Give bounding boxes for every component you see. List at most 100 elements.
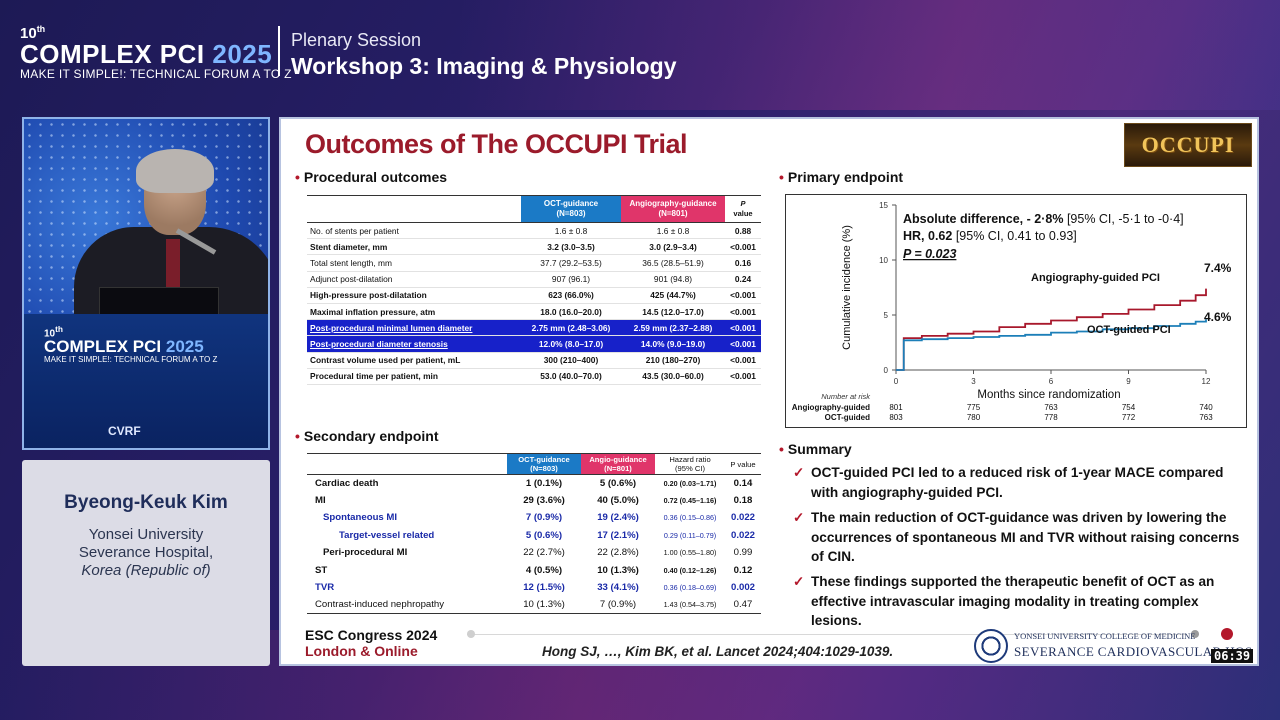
secondary-cell-ang: 7 (0.9%) xyxy=(581,596,655,615)
secondary-cell-hr: 0.20 (0.03–1.71) xyxy=(663,478,717,488)
slide-title: Outcomes of The OCCUPI Trial xyxy=(305,129,688,159)
procedural-cell-label: Procedural time per patient, min xyxy=(307,368,521,385)
secondary-cell-label: MI xyxy=(315,495,326,507)
yonsei-seal-icon xyxy=(974,629,1008,663)
y-axis-label: Cumulative incidence (%) xyxy=(841,225,853,350)
secondary-row: Spontaneous MI 7 (0.9%) 19 (2.4%) 0.36 (0.1… xyxy=(307,509,761,526)
secondary-cell-label: Target-vessel related xyxy=(339,529,435,541)
congress-info: ESC Congress 2024 London & Online xyxy=(305,627,438,659)
procedural-heading: • Procedural outcomes xyxy=(295,169,448,185)
col-angio: Angiography-guidance (N=801) xyxy=(621,195,725,223)
summary-item: ✓ The main reduction of OCT-guidance was … xyxy=(793,510,1240,565)
x-tick-label: 3 xyxy=(971,377,976,386)
secondary-cell-ang: 19 (2.4%) xyxy=(597,512,639,524)
procedural-cell-oct: 53.0 (40.0–70.0) xyxy=(521,368,621,385)
procedural-cell-oct: 3.2 (3.0–3.5) xyxy=(521,238,621,256)
hr-text: HR, 0.62 [95% CI, 0.41 to 0.93] xyxy=(903,229,1077,243)
y-tick-label: 15 xyxy=(879,201,888,210)
podium xyxy=(24,314,268,448)
procedural-cell-oct: 37.7 (29.2–53.5) xyxy=(521,254,621,272)
secondary-cell-oct: 7 (0.9%) xyxy=(525,512,563,524)
secondary-cell-label: Peri-procedural MI xyxy=(323,547,408,559)
abs-diff-text: Absolute difference, - 2·8% [95% CI, -5·… xyxy=(903,212,1184,226)
procedural-cell-p: <0.001 xyxy=(725,335,761,353)
session-title: Workshop 3: Imaging & Physiology xyxy=(291,53,677,79)
procedural-row: Contrast volume used per patient, mL 300 … xyxy=(307,352,761,369)
procedural-cell-label: Post-procedural diameter stenosis xyxy=(307,335,521,353)
procedural-cell-ang: 14.0% (9.0–19.0) xyxy=(621,335,725,353)
procedural-cell-label: Contrast volume used per patient, mL xyxy=(307,352,521,369)
footer-dot-mid xyxy=(1191,630,1199,638)
secondary-cell-ang: 17 (2.1%) xyxy=(597,529,639,541)
risk-value: 775 xyxy=(967,403,981,412)
secondary-cell-hr: 0.36 (0.18–0.69) xyxy=(663,583,717,593)
secondary-cell-p: 0.47 xyxy=(725,596,761,615)
background-ribbon xyxy=(460,0,1280,110)
secondary-row: MI 29 (3.6%) 40 (5.0%) 0.72 (0.45–1.16) 0.18 xyxy=(307,492,761,509)
speaker-affiliation-1: Yonsei University xyxy=(88,526,204,543)
secondary-cell-hr: 1.00 (0.55–1.80) xyxy=(663,548,717,558)
citation: Hong SJ, …, Kim BK, et al. Lancet 2024;4… xyxy=(542,644,894,659)
secondary-cell-p: 0.002 xyxy=(730,582,755,594)
procedural-row: Stent diameter, mm 3.2 (3.0–3.5) 3.0 (2.9–… xyxy=(307,238,761,256)
x-tick-label: 6 xyxy=(1049,377,1054,386)
procedural-cell-oct: 1.6 ± 0.8 xyxy=(521,222,621,240)
col-hazard: Hazard ratio (95% CI) xyxy=(655,453,725,475)
km-chart: Absolute difference, - 2·8% [95% CI, -5·… xyxy=(785,194,1247,428)
procedural-cell-label: No. of stents per patient xyxy=(307,222,521,240)
primary-heading: • Primary endpoint xyxy=(779,169,904,185)
risk-value: 763 xyxy=(1199,413,1213,422)
procedural-cell-ang: 1.6 ± 0.8 xyxy=(621,222,725,240)
speaker-card: Byeong-Keuk Kim Yonsei University Severa… xyxy=(22,460,270,666)
checkmark-icon: ✓ xyxy=(793,465,805,480)
risk-value: 778 xyxy=(1044,413,1058,422)
y-tick-label: 5 xyxy=(884,311,889,320)
oct-end-value: 4.6% xyxy=(1204,310,1232,324)
secondary-cell-p: 0.022 xyxy=(730,529,755,541)
procedural-cell-oct: 623 (66.0%) xyxy=(521,287,621,304)
procedural-cell-p: 0.88 xyxy=(725,222,761,240)
secondary-cell-p: 0.022 xyxy=(730,512,755,524)
x-tick-label: 9 xyxy=(1126,377,1131,386)
secondary-cell-oct: 12 (1.5%) xyxy=(523,582,565,594)
procedural-cell-p: <0.001 xyxy=(725,238,761,256)
secondary-cell-label: Contrast-induced nephropathy xyxy=(307,596,507,615)
x-tick-label: 0 xyxy=(894,377,899,386)
risk-heading: Number at risk xyxy=(821,392,871,401)
procedural-row: High-pressure post-dilatation 623 (66.0%)… xyxy=(307,287,761,304)
y-tick-label: 10 xyxy=(879,256,888,265)
presentation-slide: Outcomes of The OCCUPI Trial OCCUPI • Pro… xyxy=(279,117,1259,666)
checkmark-icon: ✓ xyxy=(793,510,805,525)
procedural-cell-ang: 901 (94.8) xyxy=(621,271,725,288)
procedural-cell-label: High-pressure post-dilatation xyxy=(307,287,521,304)
secondary-row: Peri-procedural MI 22 (2.7%) 22 (2.8%) 1.00… xyxy=(307,544,761,561)
occupi-logo: OCCUPI xyxy=(1124,123,1252,167)
secondary-row: TVR 12 (1.5%) 33 (4.1%) 0.36 (0.18–0.69) 0.0… xyxy=(307,579,761,596)
secondary-cell-p: 0.12 xyxy=(733,564,753,576)
secondary-cell-oct: 1 (0.1%) xyxy=(525,477,563,489)
secondary-cell-label: TVR xyxy=(315,582,335,594)
secondary-cell-oct: 10 (1.3%) xyxy=(507,596,581,615)
secondary-cell-hr: 1.43 (0.54–3.75) xyxy=(655,596,725,615)
procedural-cell-p: <0.001 xyxy=(725,287,761,304)
procedural-cell-ang: 3.0 (2.9–3.4) xyxy=(621,238,725,256)
speaker-affiliation-2: Severance Hospital, xyxy=(78,544,214,561)
procedural-cell-label: Maximal inflation pressure, atm xyxy=(307,303,521,321)
brand-tagline: MAKE IT SIMPLE!: TECHNICAL FORUM A TO Z xyxy=(20,67,292,81)
risk-value: 803 xyxy=(889,413,903,422)
secondary-row: Target-vessel related 5 (0.6%) 17 (2.1%) 0.… xyxy=(307,527,761,544)
procedural-cell-label: Post-procedural minimal lumen diameter xyxy=(307,319,521,337)
speaker-video: 10th COMPLEX PCI 2025 MAKE IT SIMPLE!: T… xyxy=(22,117,270,450)
footer-dot-right xyxy=(1221,628,1233,640)
procedural-cell-p: <0.001 xyxy=(725,352,761,369)
secondary-cell-ang: 5 (0.6%) xyxy=(599,477,637,489)
secondary-cell-p: 0.99 xyxy=(733,547,753,559)
secondary-heading: • Secondary endpoint xyxy=(295,428,439,444)
conference-brand: 10th COMPLEX PCI 2025 MAKE IT SIMPLE!: T… xyxy=(20,22,292,81)
footer-dot-left xyxy=(467,630,475,638)
podium-brand: 10th COMPLEX PCI 2025 MAKE IT SIMPLE!: T… xyxy=(44,324,218,365)
procedural-cell-p: 0.24 xyxy=(725,271,761,288)
procedural-cell-p: <0.001 xyxy=(725,368,761,385)
secondary-row: Cardiac death 1 (0.1%) 5 (0.6%) 0.20 (0.03–… xyxy=(307,475,761,492)
procedural-row: Procedural time per patient, min 53.0 (40… xyxy=(307,368,761,385)
